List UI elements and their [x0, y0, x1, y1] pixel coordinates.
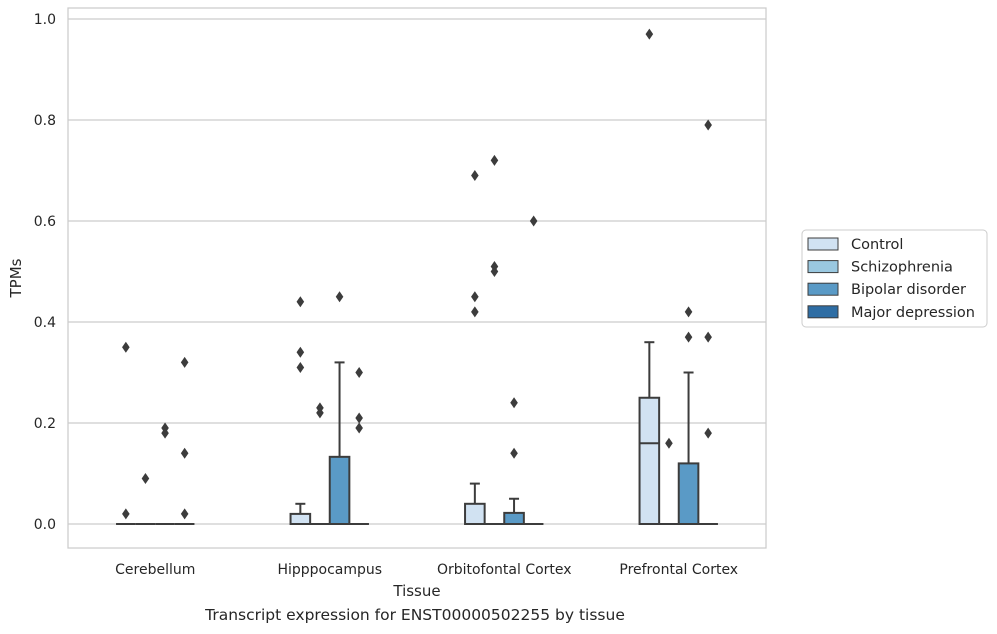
grid-lines — [68, 18, 766, 525]
y-tick-label: 0.6 — [34, 214, 56, 230]
legend-swatch — [807, 282, 839, 296]
outlier-point — [704, 119, 712, 131]
y-tick-label: 0.2 — [34, 416, 56, 432]
outlier-point — [684, 306, 693, 318]
outlier-point — [141, 473, 150, 485]
outlier-point — [296, 296, 305, 308]
outlier-point — [180, 447, 189, 459]
outlier-point — [122, 341, 130, 353]
x-tick-labels: Cerebellum Hipppocampus Orbitofontal Corte… — [115, 562, 738, 578]
outlier-point — [180, 508, 189, 520]
box — [677, 462, 700, 525]
outlier-points — [122, 28, 712, 520]
box — [328, 455, 351, 525]
legend-swatch — [807, 237, 839, 251]
outlier-point — [471, 170, 479, 182]
outlier-point — [684, 331, 693, 343]
outlier-point — [161, 427, 169, 439]
outlier-point — [490, 266, 499, 277]
box-3-2 — [677, 371, 700, 525]
y-tick-label: 0.4 — [34, 315, 56, 331]
outlier-point — [355, 412, 363, 424]
outlier-point — [529, 215, 538, 227]
y-axis-label: TPMs — [7, 258, 25, 298]
outlier-point — [645, 28, 654, 40]
legend-entry: Schizophrenia — [851, 260, 953, 276]
outlier-point — [355, 367, 363, 378]
chart-caption: Transcript expression for ENST0000050225… — [205, 606, 625, 624]
x-tick-label: Orbitofontal Cortex — [437, 562, 572, 578]
y-tick-label: 0.0 — [34, 517, 56, 533]
outlier-point — [510, 447, 518, 459]
outlier-point — [510, 397, 518, 409]
outlier-point — [355, 422, 363, 434]
x-tick-label: Cerebellum — [115, 562, 195, 578]
outlier-point — [704, 427, 712, 439]
outlier-point — [335, 291, 344, 303]
y-tick-label: 0.8 — [34, 113, 56, 129]
box — [503, 511, 525, 526]
legend-swatch — [807, 260, 839, 274]
box — [289, 512, 312, 526]
box-1-0 — [289, 502, 312, 526]
y-tick-labels: 0.0 0.2 0.4 0.6 0.8 1.0 — [34, 12, 56, 533]
outlier-point — [704, 331, 712, 343]
outlier-point — [665, 437, 673, 449]
legend-entry: Bipolar disorder — [851, 282, 966, 298]
legend-entry: Major depression — [851, 305, 975, 321]
outlier-point — [296, 346, 305, 358]
outlier-point — [180, 356, 189, 368]
box-2-2 — [503, 497, 525, 526]
outlier-point — [316, 407, 324, 419]
legend-swatch — [807, 305, 839, 319]
legend-entry: Control — [851, 237, 903, 253]
box — [638, 396, 661, 525]
y-tick-label: 1.0 — [34, 12, 56, 28]
box-2-0 — [464, 482, 486, 525]
x-tick-label: Prefrontal Cortex — [619, 562, 738, 578]
plot-frame — [67, 7, 767, 549]
box-1-2 — [328, 361, 351, 525]
box-series — [116, 341, 718, 526]
box-3-0 — [638, 341, 661, 525]
outlier-point — [471, 306, 479, 318]
outlier-point — [471, 291, 479, 303]
legend: Control Schizophrenia Bipolar disorder Majo… — [801, 229, 988, 328]
outlier-point — [490, 154, 499, 166]
legend-frame — [801, 229, 988, 328]
box — [464, 502, 486, 525]
outlier-point — [296, 361, 305, 373]
x-axis-label: Tissue — [392, 582, 440, 600]
outlier-point — [122, 508, 130, 520]
x-tick-label: Hipppocampus — [277, 562, 382, 578]
